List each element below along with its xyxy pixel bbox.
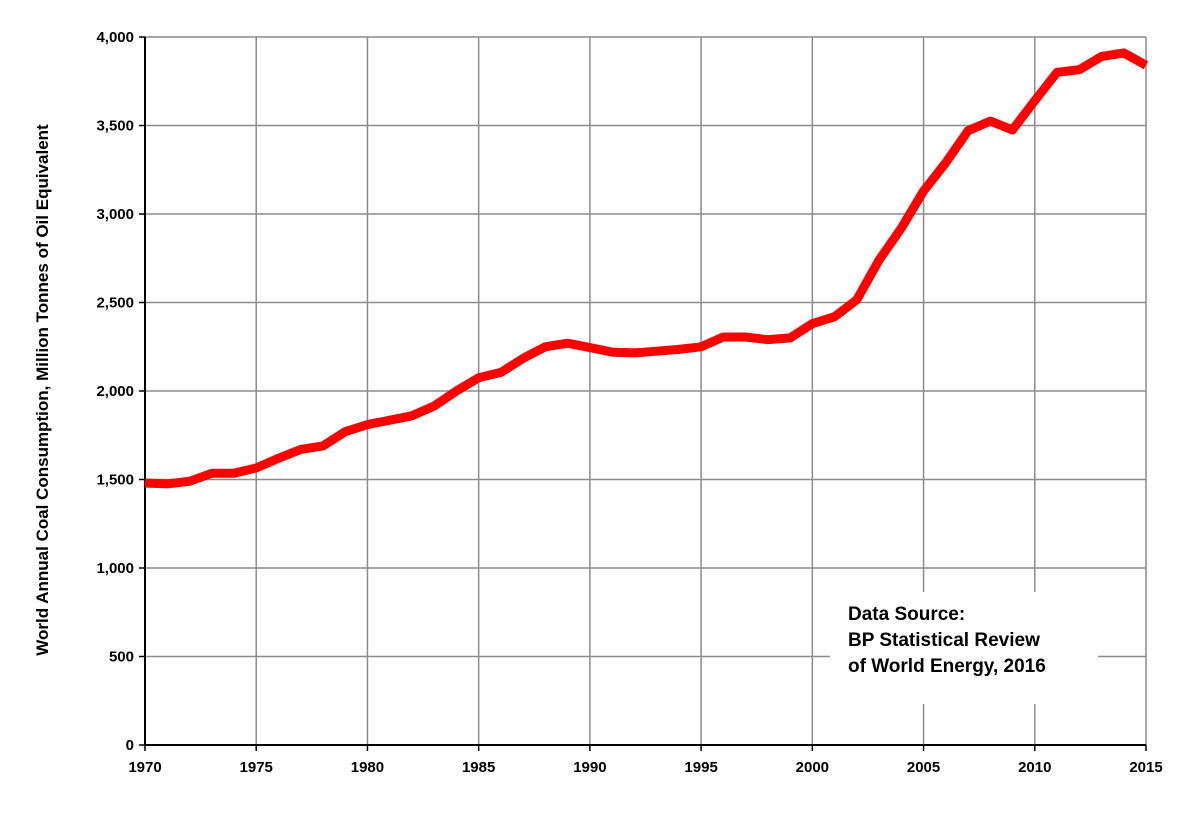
x-tick-label: 2010	[1018, 759, 1051, 776]
x-tick-label: 1975	[240, 759, 273, 776]
data-point	[1101, 56, 1102, 57]
data-point	[1056, 71, 1058, 73]
data-point	[366, 424, 368, 426]
data-point	[633, 352, 635, 354]
data-point	[522, 357, 524, 359]
data-point	[811, 323, 813, 325]
data-point	[500, 371, 502, 373]
data-point	[700, 346, 702, 348]
y-tick-label: 3,500	[96, 118, 134, 135]
data-point	[856, 299, 858, 301]
data-point	[1034, 100, 1036, 102]
x-tick-label: 1970	[128, 759, 161, 776]
annotation-background	[830, 592, 1098, 704]
data-point	[389, 419, 391, 421]
data-point	[989, 120, 991, 122]
y-tick-label: 3,000	[96, 206, 134, 223]
x-tick-label: 2005	[907, 759, 940, 776]
annotation-line-1: Data Source:	[848, 604, 965, 625]
data-point	[678, 348, 680, 350]
data-point	[567, 342, 569, 344]
data-point	[656, 350, 658, 352]
data-point	[278, 457, 279, 459]
data-point	[544, 346, 546, 348]
gridlines	[145, 36, 1147, 745]
x-tick-label: 1980	[351, 759, 384, 776]
x-tick-label: 1990	[573, 759, 606, 776]
data-point	[611, 351, 613, 353]
data-point	[834, 316, 836, 318]
y-tick-label: 2,000	[96, 383, 134, 400]
data-point	[344, 431, 346, 433]
data-point	[878, 259, 880, 261]
y-tick-label: 0	[126, 737, 134, 754]
data-point	[789, 337, 791, 339]
data-point	[322, 445, 324, 447]
data-point	[300, 448, 302, 450]
data-point	[211, 472, 213, 474]
data-point	[189, 480, 190, 482]
y-tick-label: 2,500	[96, 295, 134, 312]
annotation-line-3: of World Energy, 2016	[848, 656, 1046, 677]
data-point	[745, 336, 747, 338]
data-point	[589, 347, 591, 349]
data-point	[478, 377, 480, 379]
series-layer	[144, 48, 1149, 489]
coal-consumption-line	[144, 48, 1149, 489]
data-point	[433, 405, 435, 407]
x-tick-label: 1995	[684, 759, 717, 776]
data-point	[1123, 52, 1125, 54]
axes	[139, 36, 1147, 751]
data-point	[1145, 64, 1147, 66]
data-point	[144, 482, 146, 484]
x-tick-label: 2015	[1129, 759, 1162, 776]
data-point	[455, 390, 457, 392]
y-axis-label: World Annual Coal Consumption, Million T…	[33, 124, 52, 656]
y-tick-label: 1,000	[96, 560, 134, 577]
data-point	[166, 483, 168, 485]
y-tick-label: 4,000	[96, 29, 134, 46]
x-tick-label: 2000	[796, 759, 829, 776]
x-tick-label: 1985	[462, 759, 495, 776]
y-tick-label: 1,500	[96, 472, 134, 489]
data-point	[967, 130, 969, 132]
data-point	[233, 472, 235, 474]
data-point	[411, 415, 413, 417]
data-point	[767, 339, 769, 341]
data-point	[1012, 129, 1013, 131]
annotation-line-2: BP Statistical Review	[848, 630, 1040, 651]
data-point	[923, 190, 925, 192]
data-point	[900, 227, 902, 229]
data-point	[1078, 69, 1080, 71]
y-tick-label: 500	[109, 649, 134, 666]
data-source-annotation: Data Source: BP Statistical Review of Wo…	[830, 592, 1098, 704]
data-point	[255, 467, 257, 469]
tick-labels: 0 500 1,000 1,500 2,000 2,500 3,000 3,500 4,000 1…	[96, 29, 1162, 776]
data-point	[945, 162, 947, 164]
data-point	[722, 336, 724, 338]
